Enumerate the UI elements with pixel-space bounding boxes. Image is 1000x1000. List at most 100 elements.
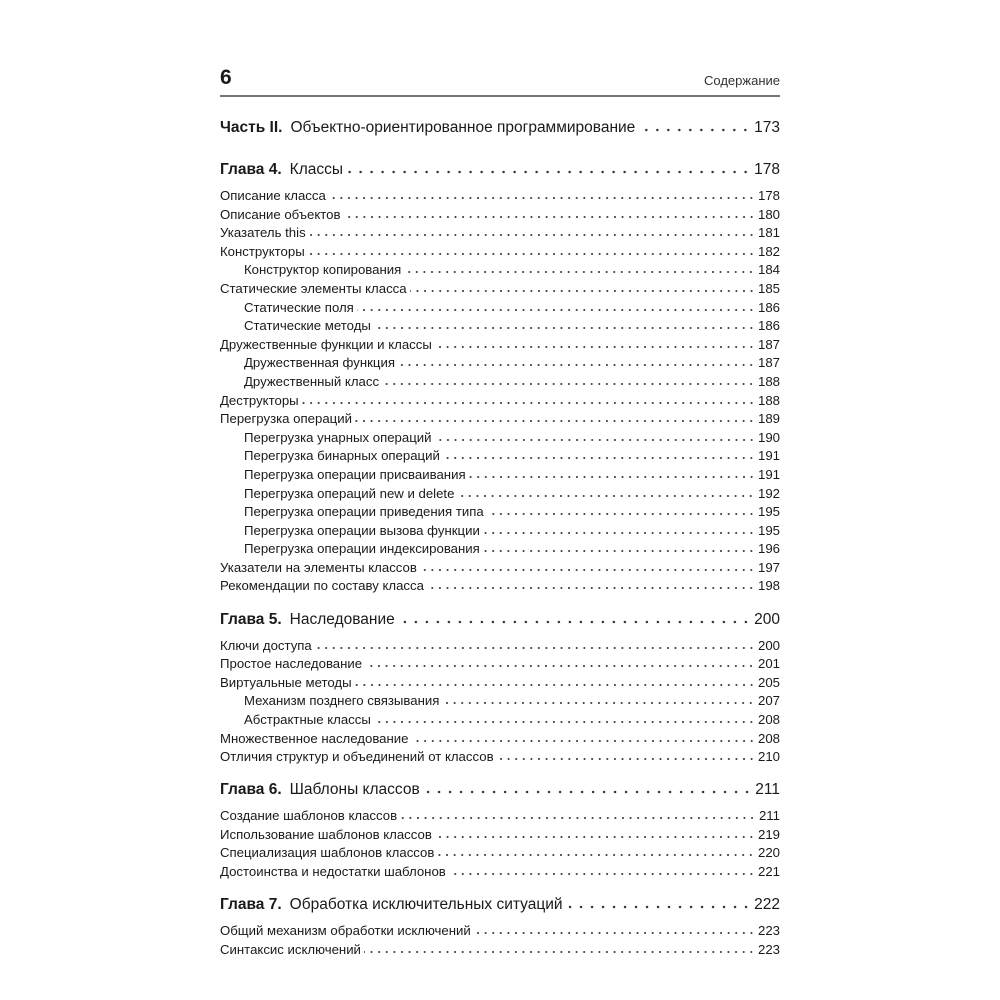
toc-entry-sub: Дружественный класс 188 <box>220 373 780 392</box>
dot-leader <box>404 270 755 275</box>
toc-entry-page: 188 <box>757 392 780 408</box>
toc-entry-page: 181 <box>757 225 780 241</box>
dot-leader <box>482 530 755 535</box>
toc-entry-sub: Механизм позднего связывания 207 <box>220 692 780 711</box>
dot-leader <box>486 512 755 517</box>
toc-entry-label: Глава 7. <box>220 896 282 914</box>
toc-entry-section: Создание шаблонов классов 211 <box>220 807 780 826</box>
toc-entry-section: Перегрузка операций 189 <box>220 410 780 429</box>
dot-leader <box>419 567 755 572</box>
toc-entry-title: Конструкторы <box>220 243 305 259</box>
dot-leader <box>346 170 752 174</box>
toc-entry-page: 173 <box>754 119 780 136</box>
dot-leader <box>365 664 755 669</box>
toc-entry-sub: Перегрузка бинарных операций 191 <box>220 447 780 466</box>
dot-leader <box>426 586 755 591</box>
toc-entry-section: Дружественные функции и классы 187 <box>220 336 780 355</box>
dot-leader <box>638 128 752 132</box>
toc-entry-sub: Перегрузка операции вызова функции 195 <box>220 522 780 541</box>
toc-entry-page: 211 <box>755 781 780 799</box>
toc-entry-sub: Абстрактные классы 208 <box>220 711 780 730</box>
toc-entry-page: 191 <box>757 466 780 482</box>
toc-entry-label: Глава 6. <box>220 781 282 799</box>
toc-entry-page: 210 <box>757 749 780 765</box>
toc-entry-title: Создание шаблонов классов <box>220 808 398 824</box>
dot-leader <box>400 816 756 821</box>
dot-leader <box>448 872 755 876</box>
toc-entry-title: Обработка исключительных ситуаций <box>289 896 563 914</box>
dot-leader <box>314 645 755 650</box>
dot-leader <box>301 400 755 405</box>
toc-entry-title: Перегрузка операции присваивания <box>244 466 466 482</box>
toc-entry-page: 205 <box>757 674 780 690</box>
toc-entry-page: 190 <box>757 429 780 445</box>
toc-entry-title: Классы <box>289 161 344 178</box>
toc-entry-section: Достоинства и недостатки шаблонов 221 <box>220 863 780 882</box>
toc-entry-title: Отличия структур и объединений от классо… <box>220 749 494 765</box>
toc-entry-page: 198 <box>757 578 780 594</box>
toc-entry-page: 219 <box>757 826 780 842</box>
dot-leader <box>356 307 755 312</box>
toc-entry-sub: Перегрузка операции приведения типа 195 <box>220 503 780 522</box>
toc-entry-sub: Конструктор копирования 184 <box>220 261 780 280</box>
toc-entry-section: Указатели на элементы классов 197 <box>220 559 780 578</box>
toc-entry-title: Перегрузка операции вызова функции <box>244 522 480 538</box>
toc-entry-section: Множественное наследование 208 <box>220 730 780 749</box>
toc-entry-chapter: Глава 6. Шаблоны классов 211 <box>220 779 780 801</box>
toc-entry-page: 207 <box>757 693 780 709</box>
toc-entry-title: Дружественные функции и классы <box>220 336 432 352</box>
toc-entry-title: Использование шаблонов классов <box>220 826 432 842</box>
toc-entry-title: Простое наследование <box>220 656 363 672</box>
toc-entry-part: Часть II. Объектно-ориентированное програ… <box>220 116 780 140</box>
dot-leader <box>442 456 755 461</box>
toc-entry-section: Простое наследование 201 <box>220 655 780 674</box>
dot-leader <box>397 363 755 368</box>
dot-leader <box>434 834 755 839</box>
toc-entry-page: 184 <box>757 262 780 278</box>
page-header: 6 Содержание <box>220 64 780 97</box>
dot-leader <box>411 738 755 743</box>
page-number: 6 <box>220 66 232 89</box>
toc-entry-sub: Дружественная функция 187 <box>220 354 780 373</box>
toc-entry-sub: Перегрузка операции индексирования 196 <box>220 540 780 559</box>
dot-leader <box>373 326 755 331</box>
toc-entry-label: Глава 4. <box>220 161 282 178</box>
dot-leader <box>565 905 752 910</box>
toc-entry-title: Абстрактные классы <box>244 711 371 727</box>
toc-entry-title: Перегрузка операции приведения типа <box>244 504 484 520</box>
toc-entry-section: Статические элементы класса 185 <box>220 280 780 299</box>
toc-entry-page: 187 <box>757 355 780 371</box>
toc-entry-page: 189 <box>757 411 780 427</box>
toc-entry-page: 201 <box>757 656 780 672</box>
dot-leader <box>382 381 755 386</box>
toc-entry-title: Перегрузка унарных операций <box>244 429 432 445</box>
dot-leader <box>442 701 755 706</box>
toc-entry-section: Ключи доступа 200 <box>220 637 780 656</box>
toc-entry-section: Деструкторы 188 <box>220 392 780 411</box>
toc-entry-page: 197 <box>757 559 780 575</box>
dot-leader <box>422 790 753 795</box>
toc-entry-section: Виртуальные методы 205 <box>220 674 780 693</box>
dot-leader <box>343 214 755 219</box>
dot-leader <box>363 949 755 954</box>
toc-entry-chapter: Глава 5. Наследование 200 <box>220 609 780 631</box>
toc-entry-title: Общий механизм обработки исключений <box>220 923 471 939</box>
toc-entry-page: 186 <box>757 318 780 334</box>
toc-entry-page: 182 <box>757 243 780 259</box>
toc-entry-title: Статические элементы класса <box>220 280 407 296</box>
dot-leader <box>496 757 755 762</box>
running-title: Содержание <box>704 73 780 88</box>
toc-entry-page: 178 <box>757 188 780 203</box>
toc-entry-sub: Статические методы 186 <box>220 317 780 336</box>
toc-entry-page: 196 <box>757 541 780 557</box>
dot-leader <box>397 619 752 624</box>
toc-entry-page: 200 <box>757 637 780 653</box>
toc-entry-page: 195 <box>757 522 780 538</box>
toc-entry-sub: Перегрузка операции присваивания 191 <box>220 466 780 485</box>
toc-entry-title: Перегрузка операции индексирования <box>244 541 480 557</box>
toc-entry-title: Статические методы <box>244 318 371 334</box>
dot-leader <box>308 233 755 238</box>
toc-entry-title: Ключи доступа <box>220 637 312 653</box>
toc-entry-title: Шаблоны классов <box>289 781 420 799</box>
toc-entry-section: Описание объектов 180 <box>220 206 780 225</box>
